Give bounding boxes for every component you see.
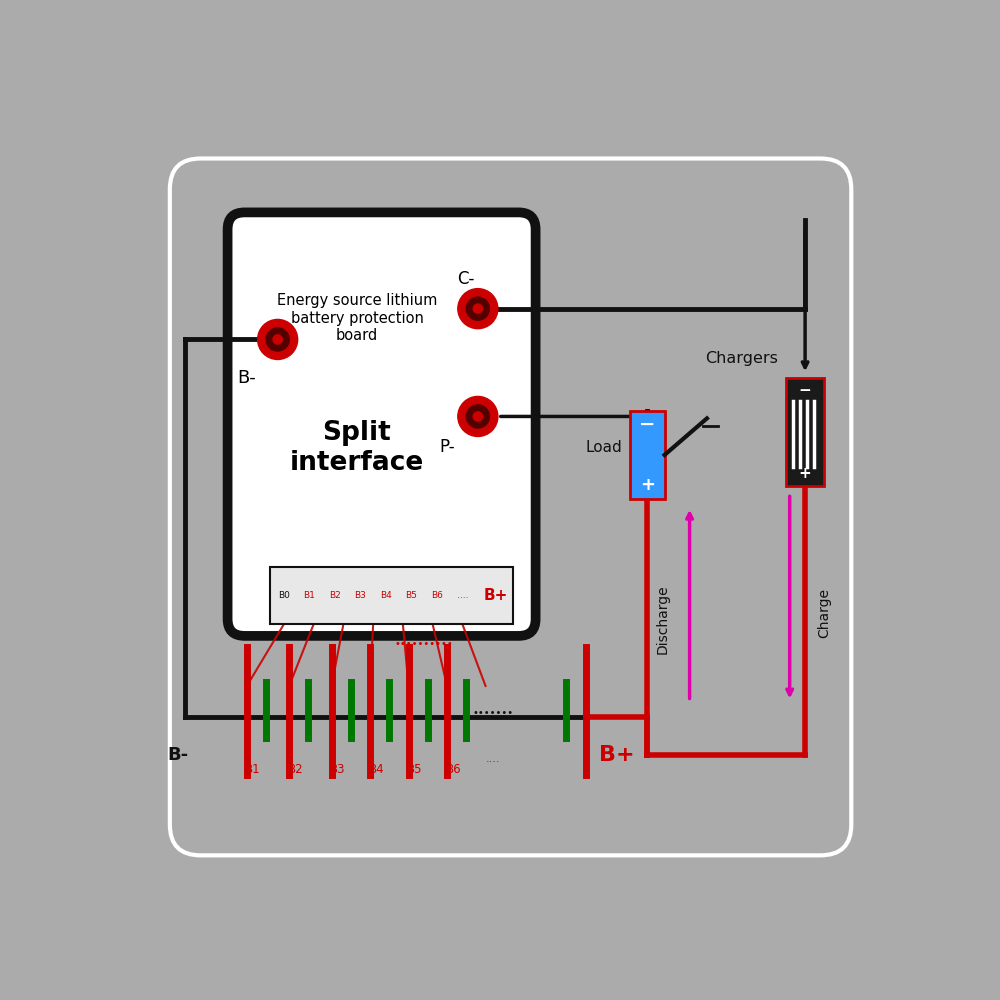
Text: B0: B0 [278, 591, 290, 600]
Text: ....: .... [486, 754, 501, 764]
Text: B-: B- [237, 369, 256, 387]
Circle shape [458, 396, 498, 436]
Text: Split
interface: Split interface [290, 420, 424, 476]
Text: •••••••: ••••••• [473, 708, 514, 718]
Text: B1: B1 [303, 591, 315, 600]
Text: B6: B6 [445, 763, 461, 776]
Text: B2: B2 [329, 591, 341, 600]
Text: B4: B4 [380, 591, 392, 600]
Text: B+: B+ [599, 745, 634, 765]
Text: Chargers: Chargers [705, 351, 778, 366]
Circle shape [458, 289, 498, 329]
Circle shape [473, 304, 482, 313]
Bar [270, 567, 512, 624]
Text: ••••••••••: •••••••••• [395, 639, 453, 649]
Bar [786, 378, 824, 486]
Text: B5: B5 [405, 591, 417, 600]
Text: Charge: Charge [817, 588, 831, 638]
Text: Energy source lithium
battery protection
board: Energy source lithium battery protection… [277, 293, 437, 343]
Text: +: + [640, 476, 655, 494]
Text: B6: B6 [431, 591, 443, 600]
Text: ....: .... [457, 591, 468, 600]
FancyBboxPatch shape [170, 158, 851, 855]
Circle shape [466, 297, 489, 320]
Text: +: + [799, 466, 811, 481]
Circle shape [466, 405, 489, 428]
Text: Discharge: Discharge [656, 585, 670, 654]
Text: B3: B3 [354, 591, 366, 600]
Circle shape [258, 319, 298, 359]
Text: B-: B- [167, 746, 188, 764]
Text: Load: Load [585, 440, 622, 455]
Circle shape [473, 412, 482, 421]
Circle shape [266, 328, 289, 351]
Text: B3: B3 [330, 763, 345, 776]
Bar [630, 411, 665, 499]
Text: B5: B5 [407, 763, 422, 776]
Text: −: − [799, 383, 811, 398]
Text: B1: B1 [245, 763, 261, 776]
Circle shape [273, 335, 282, 344]
Text: B4: B4 [368, 763, 384, 776]
Text: P-: P- [439, 438, 455, 456]
FancyBboxPatch shape [228, 212, 536, 636]
Text: B+: B+ [483, 588, 508, 603]
Text: B2: B2 [288, 763, 303, 776]
Text: −: − [639, 415, 655, 434]
Text: C-: C- [458, 270, 475, 288]
